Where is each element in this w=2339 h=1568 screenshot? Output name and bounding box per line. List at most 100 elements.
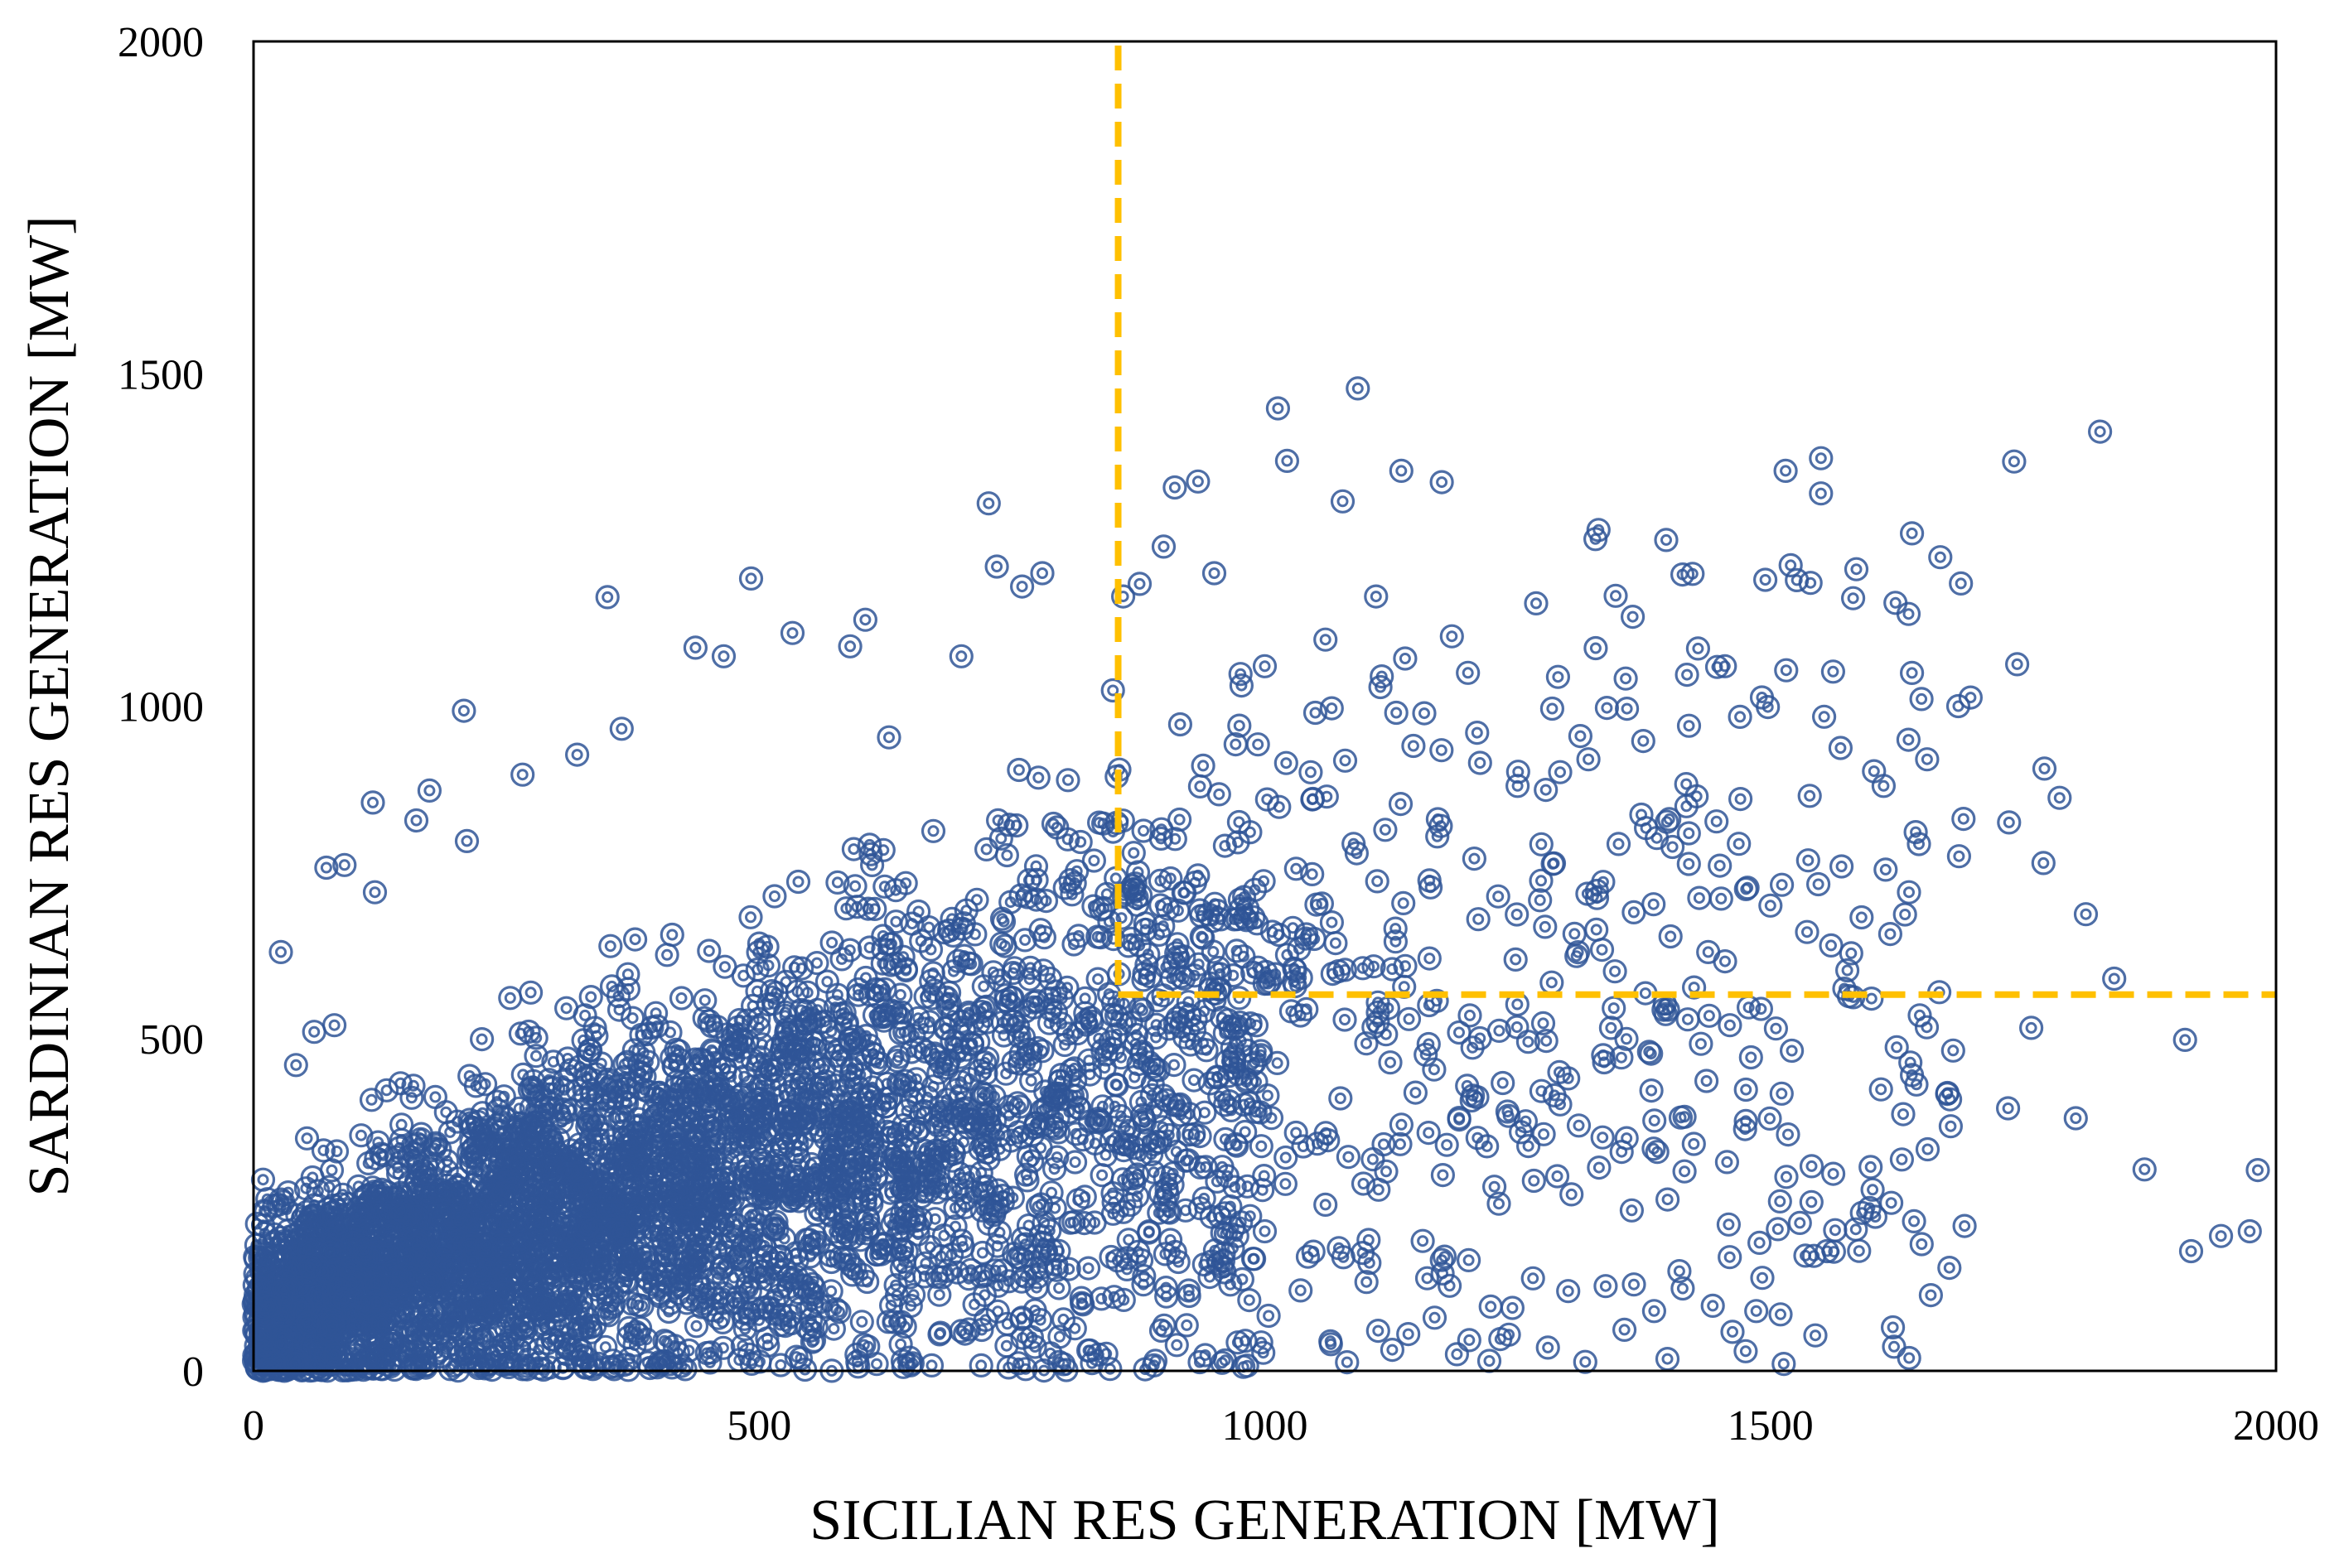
scatter-point	[1616, 1028, 1637, 1049]
scatter-point	[1169, 714, 1191, 736]
scatter-point	[1683, 1133, 1704, 1155]
scatter-point	[1814, 706, 1835, 727]
scatter-point	[1789, 1212, 1810, 1233]
scatter-point	[1954, 1215, 1975, 1237]
scatter-point	[1696, 1070, 1718, 1092]
scatter-point	[1417, 1267, 1438, 1289]
scatter-point	[1239, 1290, 1260, 1311]
scatter-point	[1755, 569, 1776, 591]
scatter-point	[1939, 1257, 1960, 1279]
scatter-point	[1801, 1155, 1823, 1177]
scatter-point	[859, 937, 881, 958]
scatter-point	[1917, 1139, 1939, 1160]
scatter-point	[1621, 1199, 1642, 1221]
scatter-point	[854, 609, 876, 630]
scatter-point	[1558, 1281, 1579, 1302]
scatter-point	[1164, 477, 1186, 499]
scatter-point	[1699, 1005, 1720, 1026]
scatter-point	[1362, 1149, 1384, 1170]
scatter-point	[1385, 702, 1407, 724]
scatter-point	[1501, 1297, 1523, 1319]
scatter-point	[978, 493, 999, 514]
scatter-point	[1660, 926, 1681, 948]
scatter-point	[1776, 1166, 1797, 1188]
scatter-point	[1643, 1300, 1665, 1322]
scatter-point	[1467, 722, 1488, 744]
scatter-point	[1822, 661, 1844, 683]
scatter-point	[471, 1029, 493, 1050]
scatter-point	[2065, 1107, 2086, 1129]
scatter-point	[1605, 585, 1626, 606]
scatter-point	[2211, 1225, 2232, 1247]
scatter-point	[713, 645, 735, 667]
scatter-point	[1414, 702, 1435, 724]
scatter-point	[1603, 997, 1625, 1019]
scatter-point	[1698, 941, 1719, 963]
scatter-point	[1771, 874, 1793, 895]
y-tick-label: 1000	[118, 684, 204, 731]
scatter-point	[1657, 1348, 1679, 1370]
scatter-point	[1611, 1141, 1632, 1163]
scatter-point	[1765, 1018, 1786, 1040]
scatter-point	[1091, 1165, 1113, 1186]
scatter-point	[1898, 881, 1920, 903]
scatter-point	[1860, 1156, 1882, 1178]
scatter-point	[1418, 1122, 1439, 1144]
scatter-point	[1274, 1173, 1296, 1194]
scatter-point	[457, 830, 478, 852]
scatter-point	[1897, 729, 1919, 750]
scatter-point	[1243, 1248, 1264, 1270]
scatter-point	[1644, 1110, 1665, 1131]
scatter-point	[1898, 1348, 1920, 1369]
scatter-point	[661, 924, 683, 946]
scatter-point	[684, 637, 706, 659]
scatter-point	[1254, 655, 1276, 677]
scatter-point	[1777, 1124, 1799, 1146]
scatter-point	[950, 645, 972, 667]
scatter-point	[1848, 1240, 1870, 1262]
scatter-point	[1730, 789, 1752, 810]
scatter-point	[1441, 625, 1462, 647]
scatter-point	[851, 1311, 872, 1333]
scatter-point	[671, 987, 693, 1009]
scatter-point	[1586, 919, 1607, 940]
scatter-point	[1187, 470, 1209, 492]
scatter-point	[1608, 833, 1630, 855]
scatter-point	[1253, 871, 1274, 892]
scatter-point	[1588, 1157, 1610, 1179]
scatter-point	[1087, 968, 1109, 990]
scatter-point	[1380, 1052, 1401, 1073]
scatter-point	[1898, 603, 1920, 625]
scatter-point	[1505, 948, 1526, 970]
scatter-point	[1911, 688, 1932, 710]
x-axis-label: SICILIAN RES GENERATION [MW]	[809, 1488, 1720, 1552]
scatter-point	[1569, 726, 1591, 747]
scatter-point	[1366, 871, 1388, 892]
scatter-point	[1547, 1165, 1568, 1187]
scatter-point	[453, 700, 475, 721]
scatter-point	[1616, 1127, 1637, 1149]
scatter-point	[1810, 483, 1832, 504]
scatter-point	[1800, 1191, 1822, 1213]
scatter-point	[1214, 835, 1235, 856]
scatter-point	[1631, 804, 1652, 826]
scatter-point	[1458, 1329, 1480, 1351]
scatter-point	[1365, 586, 1387, 607]
scatter-point	[1390, 460, 1412, 481]
scatter-point	[1330, 1088, 1351, 1109]
scatter-point	[1315, 629, 1336, 650]
scatter-point	[1718, 1213, 1739, 1235]
scatter-point	[611, 718, 632, 740]
scatter-point	[1916, 749, 1938, 770]
scatter-point	[782, 622, 804, 644]
scatter-point	[1953, 808, 1974, 830]
scatter-point	[1568, 1115, 1590, 1136]
scatter-point	[303, 1021, 325, 1043]
scatter-point	[1585, 638, 1607, 659]
scatter-point	[1740, 1047, 1761, 1069]
scatter-point	[253, 1169, 274, 1190]
scatter-point	[1399, 1008, 1420, 1030]
scatter-point	[1404, 1082, 1426, 1103]
scatter-point	[1390, 794, 1412, 815]
